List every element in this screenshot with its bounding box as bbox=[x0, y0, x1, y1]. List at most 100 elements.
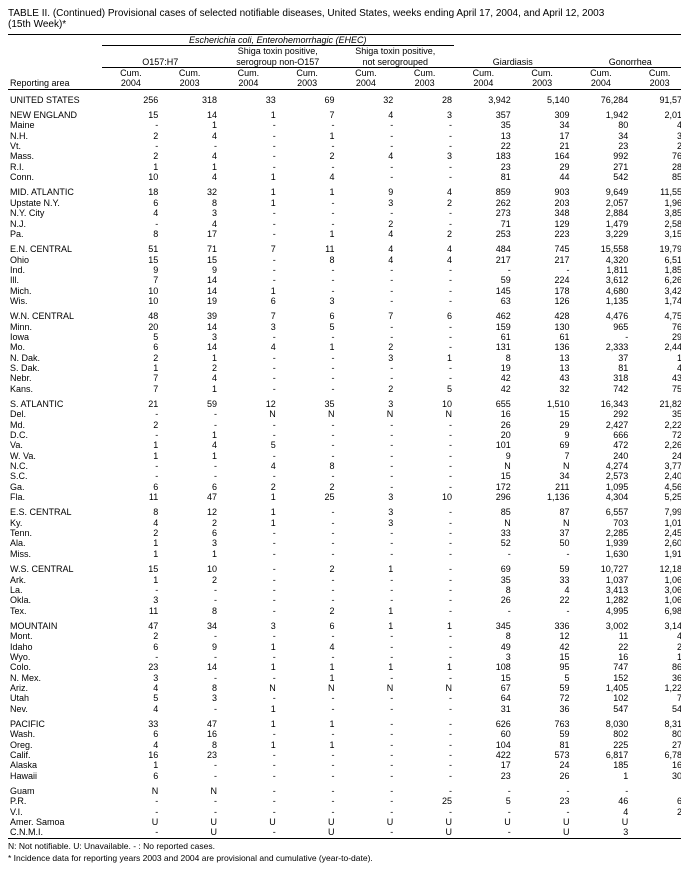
value-cell: - bbox=[336, 693, 395, 703]
table-row: E.N. CENTRAL51717114448474515,55819,796 bbox=[8, 239, 681, 254]
value-cell: - bbox=[395, 595, 454, 605]
value-cell: 42 bbox=[513, 642, 572, 652]
value-cell: 28 bbox=[395, 89, 454, 105]
table-row: E.S. CENTRAL8121-3-85876,5577,991 bbox=[8, 502, 681, 517]
value-cell: 5 bbox=[102, 693, 161, 703]
area-cell: S. ATLANTIC bbox=[8, 394, 102, 409]
value-cell: - bbox=[513, 549, 572, 559]
value-cell: - bbox=[336, 538, 395, 548]
value-cell: 164 bbox=[513, 151, 572, 161]
value-cell: 1 bbox=[278, 229, 337, 239]
value-cell: - bbox=[395, 704, 454, 714]
value-cell: 59 bbox=[160, 394, 219, 409]
value-cell: 61 bbox=[513, 332, 572, 342]
value-cell: - bbox=[278, 781, 337, 796]
value-cell: 40 bbox=[630, 631, 681, 641]
value-cell: - bbox=[278, 595, 337, 605]
value-cell: - bbox=[513, 265, 572, 275]
value-cell: - bbox=[336, 796, 395, 806]
value-cell: - bbox=[278, 141, 337, 151]
value-cell: 2,403 bbox=[630, 471, 681, 481]
col-cum: Cum.2003 bbox=[278, 68, 337, 90]
value-cell: 16 bbox=[160, 729, 219, 739]
value-cell: 761 bbox=[630, 151, 681, 161]
value-cell: 1 bbox=[219, 502, 278, 517]
value-cell: 9 bbox=[160, 265, 219, 275]
value-cell: - bbox=[219, 420, 278, 430]
table-row: Vt.------22212328 bbox=[8, 141, 681, 151]
table-row: N. Dak.21--318133714 bbox=[8, 353, 681, 363]
value-cell: - bbox=[278, 384, 337, 394]
value-cell: 126 bbox=[513, 296, 572, 306]
area-cell: Ariz. bbox=[8, 683, 102, 693]
value-cell: 3 bbox=[160, 208, 219, 218]
table-row: Ky.421-3-NN7031,015 bbox=[8, 518, 681, 528]
value-cell: 3 bbox=[336, 518, 395, 528]
value-cell: - bbox=[219, 673, 278, 683]
area-cell: Colo. bbox=[8, 662, 102, 672]
value-cell: 1 bbox=[278, 673, 337, 683]
value-cell: 8 bbox=[102, 229, 161, 239]
value-cell: 666 bbox=[572, 430, 631, 440]
value-cell: 364 bbox=[630, 673, 681, 683]
value-cell: 2 bbox=[102, 151, 161, 161]
title-sub: (15th Week)* bbox=[8, 19, 66, 30]
value-cell: U bbox=[395, 827, 454, 838]
value-cell: 3,942 bbox=[454, 89, 513, 105]
value-cell: 3 bbox=[102, 595, 161, 605]
value-cell: - bbox=[336, 827, 395, 838]
table-row: La.------843,4133,066 bbox=[8, 585, 681, 595]
col-cum: Cum.2003 bbox=[160, 68, 219, 90]
value-cell: 16 bbox=[102, 750, 161, 760]
ehec-rest: , Enterohemorrhagic (EHEC) bbox=[252, 35, 367, 45]
value-cell: - bbox=[278, 275, 337, 285]
value-cell: 4 bbox=[395, 182, 454, 197]
table-row: W.S. CENTRAL1510-21-695910,72712,183 bbox=[8, 559, 681, 574]
value-cell: 3 bbox=[336, 198, 395, 208]
value-cell: 11 bbox=[572, 631, 631, 641]
value-cell: 1 bbox=[102, 760, 161, 770]
value-cell: - bbox=[160, 760, 219, 770]
value-cell: 859 bbox=[454, 182, 513, 197]
value-cell: 22 bbox=[454, 141, 513, 151]
value-cell: 802 bbox=[572, 729, 631, 739]
value-cell: 3 bbox=[160, 538, 219, 548]
table-head: Reporting area Escherichia coli, Enteroh… bbox=[8, 35, 681, 90]
value-cell: - bbox=[278, 120, 337, 130]
value-cell: 2,607 bbox=[630, 538, 681, 548]
value-cell: - bbox=[219, 771, 278, 781]
value-cell: 9 bbox=[336, 182, 395, 197]
value-cell: 6,510 bbox=[630, 255, 681, 265]
table-row: Nebr.74----4243318438 bbox=[8, 373, 681, 383]
value-cell: 11 bbox=[278, 239, 337, 254]
value-cell: - bbox=[219, 373, 278, 383]
value-cell: 15 bbox=[454, 673, 513, 683]
value-cell: N bbox=[219, 683, 278, 693]
value-cell: 747 bbox=[572, 662, 631, 672]
value-cell: - bbox=[336, 162, 395, 172]
value-cell: - bbox=[278, 451, 337, 461]
value-cell: 6 bbox=[278, 616, 337, 631]
value-cell: - bbox=[395, 275, 454, 285]
value-cell: 1,220 bbox=[630, 683, 681, 693]
value-cell: 7 bbox=[102, 373, 161, 383]
value-cell: 4 bbox=[160, 172, 219, 182]
value-cell: 63 bbox=[454, 296, 513, 306]
area-cell: Mich. bbox=[8, 286, 102, 296]
value-cell: 547 bbox=[572, 704, 631, 714]
value-cell: 4,476 bbox=[572, 306, 631, 321]
value-cell: - bbox=[219, 208, 278, 218]
value-cell: 1 bbox=[160, 162, 219, 172]
value-cell: 20 bbox=[102, 322, 161, 332]
value-cell: - bbox=[219, 229, 278, 239]
value-cell: 1,630 bbox=[572, 549, 631, 559]
value-cell: 4 bbox=[513, 585, 572, 595]
value-cell: 2 bbox=[336, 342, 395, 352]
value-cell: - bbox=[102, 796, 161, 806]
value-cell: 1 bbox=[160, 120, 219, 130]
value-cell: 8 bbox=[454, 631, 513, 641]
value-cell: 6 bbox=[278, 306, 337, 321]
value-cell: 12,183 bbox=[630, 559, 681, 574]
value-cell: N bbox=[278, 683, 337, 693]
value-cell: - bbox=[278, 502, 337, 517]
